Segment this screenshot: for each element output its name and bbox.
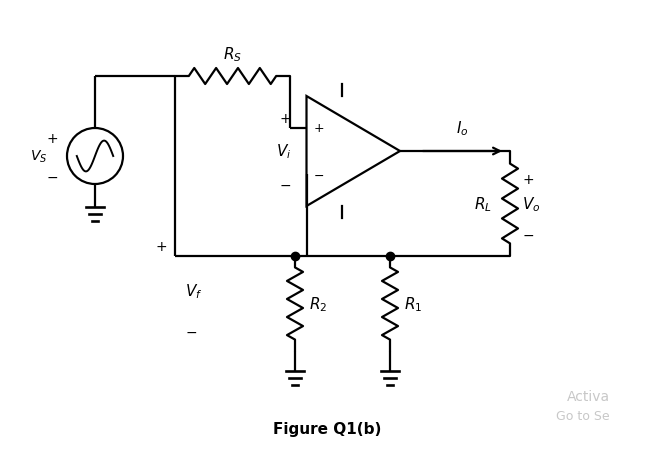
Text: $-$: $-$ xyxy=(522,227,534,241)
Text: $R_S$: $R_S$ xyxy=(223,45,242,64)
Text: +: + xyxy=(522,172,534,186)
Text: +: + xyxy=(155,239,167,253)
Text: $V_S$: $V_S$ xyxy=(29,148,47,165)
Text: Go to Se: Go to Se xyxy=(556,410,610,423)
Text: $-$: $-$ xyxy=(279,178,291,192)
Text: $V_o$: $V_o$ xyxy=(522,195,540,213)
Text: $-$: $-$ xyxy=(185,324,197,338)
Text: $R_1$: $R_1$ xyxy=(404,295,422,313)
Text: $V_i$: $V_i$ xyxy=(276,143,291,161)
Text: $I_o$: $I_o$ xyxy=(457,119,469,138)
Text: +: + xyxy=(280,112,291,126)
Text: $R_L$: $R_L$ xyxy=(474,195,492,213)
Text: $-$: $-$ xyxy=(313,168,324,181)
Text: Figure Q1(b): Figure Q1(b) xyxy=(273,422,381,437)
Text: $R_2$: $R_2$ xyxy=(309,295,328,313)
Text: +: + xyxy=(313,122,324,135)
Text: $-$: $-$ xyxy=(46,170,58,184)
Text: Activa: Activa xyxy=(567,389,610,403)
Text: $V_f$: $V_f$ xyxy=(185,282,202,301)
Text: +: + xyxy=(47,132,58,146)
